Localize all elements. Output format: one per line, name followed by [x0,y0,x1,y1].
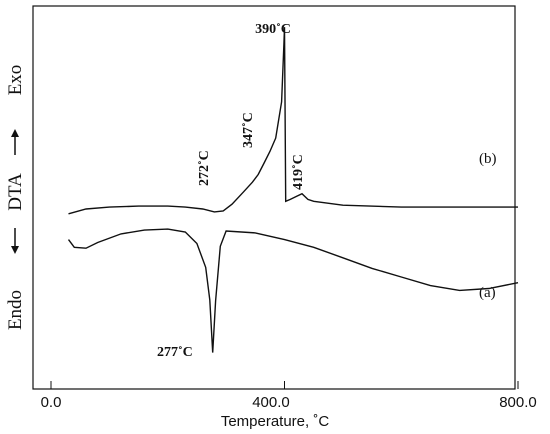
series-label-a: (a) [479,285,496,301]
plot-frame [32,5,516,390]
x-tick-label-0: 0.0 [41,394,62,411]
annotation-419: 419˚C [291,154,306,190]
series-line-a [67,228,519,353]
up-arrow-icon [11,129,19,155]
down-arrow-icon [11,228,19,254]
y-top-label: Exo [5,65,26,96]
x-ticks [50,381,519,389]
annotation-272: 272˚C [197,150,212,186]
y-bottom-label: Endo [5,290,26,330]
annotation-390: 390˚C [255,22,291,37]
annotation-347: 347˚C [241,112,256,148]
annotation-277: 277˚C [157,345,193,360]
series-label-b: (b) [479,151,497,167]
x-tick-label-1: 400.0 [252,394,290,411]
x-tick-label-2: 800.0 [499,394,537,411]
series-line-b [68,27,518,215]
x-axis-label: Temperature, ˚C [221,413,330,430]
y-axis-label: DTA [5,173,26,211]
